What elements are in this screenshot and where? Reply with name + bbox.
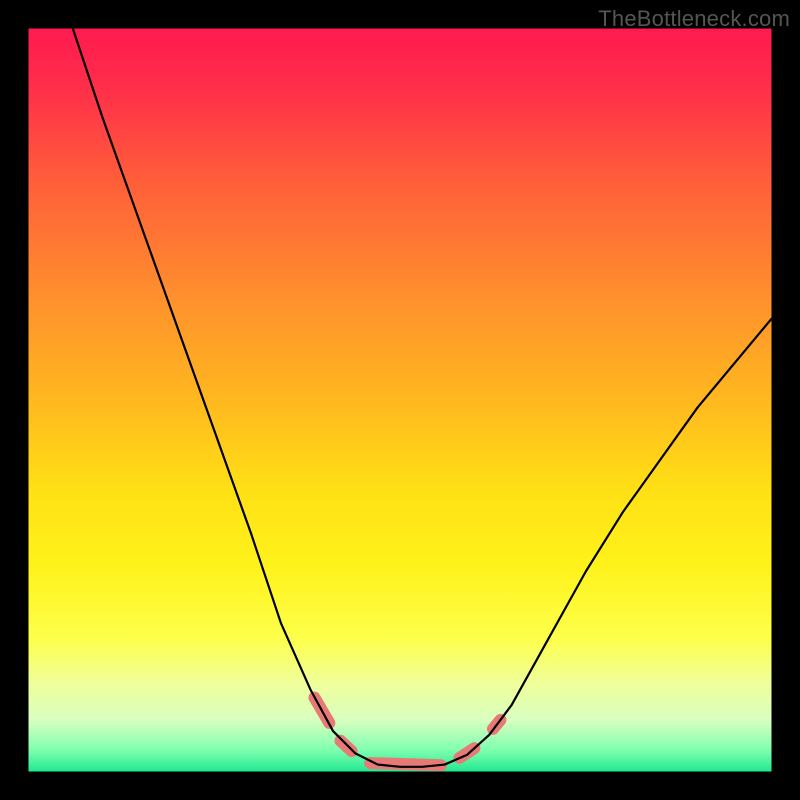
bottleneck-chart xyxy=(0,0,800,800)
plot-background xyxy=(28,28,772,772)
chart-container: TheBottleneck.com xyxy=(0,0,800,800)
highlight-segment xyxy=(340,741,351,751)
watermark-text: TheBottleneck.com xyxy=(598,6,790,32)
